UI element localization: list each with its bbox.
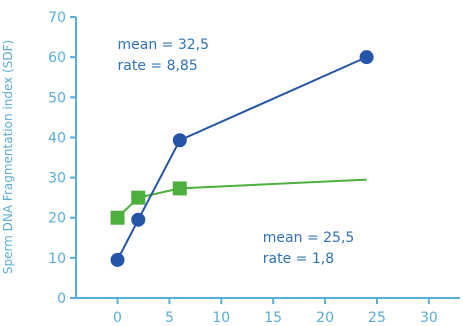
series-square-point — [131, 190, 146, 205]
series-circle-point — [359, 50, 374, 65]
y-tick-label: 40 — [48, 130, 66, 146]
y-tick-label: 30 — [48, 171, 66, 187]
series-layer — [110, 50, 374, 267]
series-circle-point — [172, 133, 187, 148]
y-tick-label: 50 — [48, 90, 66, 106]
y-axis-title: Sperm DNA Fragmentation index (SDF) — [1, 40, 15, 274]
series-square-line — [116, 187, 181, 219]
y-tick-label: 10 — [48, 251, 66, 267]
series-square-trend-line — [179, 178, 367, 190]
series-circle-line — [116, 56, 368, 261]
x-tick-label: 20 — [316, 310, 334, 326]
x-tick-label: 10 — [212, 310, 230, 326]
annotation-1-line-2: rate = 8,85 — [118, 58, 198, 74]
series-circle-point — [131, 212, 146, 227]
x-tick-label: 25 — [368, 310, 386, 326]
axes: 0 10 20 30 40 50 60 70 0 5 10 15 20 25 30 — [48, 10, 460, 326]
series-circle-point — [110, 252, 125, 267]
x-tick-label: 30 — [420, 310, 438, 326]
series-square-point — [110, 210, 125, 225]
y-tick-label: 70 — [48, 10, 66, 26]
annotation-2-line-1: mean = 25,5 — [263, 230, 355, 246]
x-tick-label: 15 — [264, 310, 282, 326]
y-tick-label: 60 — [48, 50, 66, 66]
x-tick-label: 5 — [165, 310, 174, 326]
annotation-2-line-2: rate = 1,8 — [263, 251, 334, 267]
annotation-1-line-1: mean = 32,5 — [118, 37, 210, 53]
annotations: mean = 32,5 rate = 8,85 mean = 25,5 rate = … — [118, 37, 355, 267]
y-tick-label: 0 — [57, 291, 66, 307]
x-tick-label: 0 — [113, 310, 122, 326]
series-square-point — [172, 181, 187, 196]
y-tick-label: 20 — [48, 211, 66, 227]
